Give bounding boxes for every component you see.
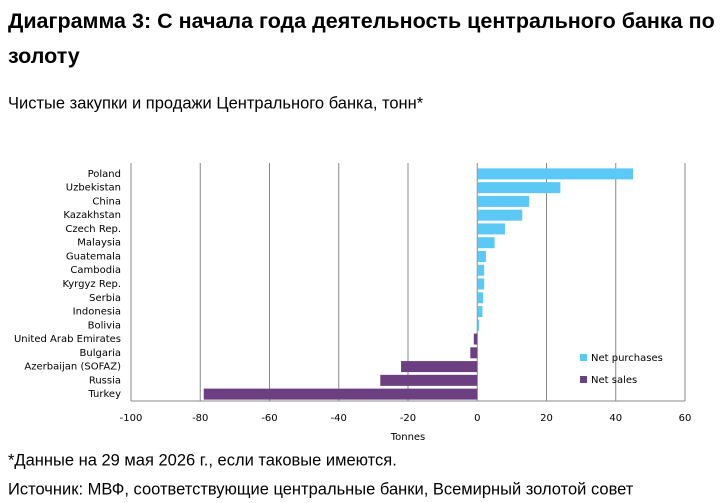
x-tick-label: 0: [474, 413, 480, 424]
legend-swatch: [580, 354, 587, 361]
y-tick-label: Cambodia: [70, 265, 121, 276]
bar: [477, 195, 530, 207]
chart-title: Диаграмма 3: С начала года деятельность …: [8, 9, 715, 68]
bar: [477, 319, 479, 331]
y-tick-label: Serbia: [89, 293, 121, 304]
bar: [203, 388, 478, 400]
bar: [477, 278, 485, 290]
legend-label: Net sales: [591, 375, 637, 386]
bar: [477, 250, 486, 262]
y-tick-label: Guatemala: [66, 251, 121, 262]
y-tick-label: Malaysia: [77, 238, 121, 249]
x-axis-label: Tonnes: [390, 432, 426, 443]
bar: [477, 209, 523, 221]
y-tick-label: Uzbekistan: [66, 183, 121, 194]
chart-subtitle: Чистые закупки и продажи Центрального ба…: [8, 94, 424, 112]
y-tick-label: Bulgaria: [80, 348, 121, 359]
bar: [470, 347, 478, 359]
x-tick-label: -60: [261, 413, 277, 424]
legend-swatch: [580, 376, 587, 383]
y-tick-label: Turkey: [87, 389, 121, 400]
bar: [477, 292, 484, 304]
bar: [477, 264, 485, 276]
footnote: *Данные на 29 мая 2026 г., если таковые …: [8, 451, 397, 469]
x-tick-label: -80: [192, 413, 208, 424]
source-note: Источник: МВФ, соответствующие центральн…: [8, 480, 634, 498]
y-tick-label: Indonesia: [73, 307, 121, 318]
bar: [477, 168, 634, 180]
x-tick-label: -40: [331, 413, 347, 424]
legend-label: Net purchases: [591, 353, 663, 364]
y-tick-label: Russia: [89, 375, 121, 386]
bar: [477, 182, 561, 194]
x-tick-label: 60: [679, 413, 692, 424]
x-tick-label: 20: [540, 413, 553, 424]
y-tick-label: Bolivia: [88, 320, 121, 331]
y-tick-label: Poland: [88, 169, 121, 180]
bar: [401, 361, 478, 373]
y-tick-label: Czech Rep.: [65, 224, 121, 235]
bar: [477, 237, 495, 249]
bar: [477, 306, 483, 318]
y-tick-label: Kyrgyz Rep.: [62, 279, 121, 290]
bar: [477, 223, 505, 235]
bar: [380, 374, 478, 386]
y-tick-label: Azerbaijan (SOFAZ): [24, 362, 121, 373]
x-tick-label: -20: [400, 413, 416, 424]
x-tick-label: 40: [609, 413, 622, 424]
y-tick-label: China: [92, 196, 121, 207]
y-tick-label: Kazakhstan: [63, 210, 121, 221]
bar: [473, 333, 478, 345]
x-tick-label: -100: [120, 413, 143, 424]
y-tick-label: United Arab Emirates: [14, 334, 121, 345]
